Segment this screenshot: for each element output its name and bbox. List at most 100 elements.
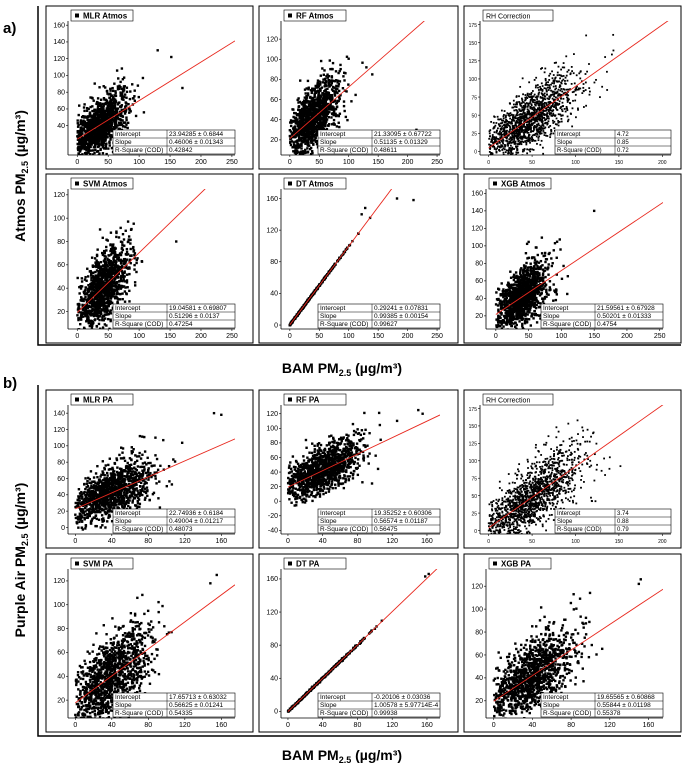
data-point xyxy=(501,144,503,147)
data-point xyxy=(91,264,95,267)
data-point xyxy=(524,130,526,133)
data-point xyxy=(314,140,318,143)
data-point xyxy=(546,108,548,111)
data-point xyxy=(542,93,545,96)
data-point xyxy=(95,259,98,262)
data-point xyxy=(104,109,107,113)
data-point xyxy=(82,140,85,143)
data-point xyxy=(504,151,507,154)
data-point xyxy=(312,100,315,103)
data-point xyxy=(342,100,346,103)
data-point xyxy=(123,112,127,115)
data-point xyxy=(326,112,329,116)
data-point xyxy=(547,81,550,84)
data-point xyxy=(569,72,572,75)
data-point xyxy=(527,134,530,136)
data-point xyxy=(532,101,535,104)
data-point xyxy=(557,65,560,68)
data-point xyxy=(566,99,569,102)
data-point xyxy=(89,299,93,302)
data-point xyxy=(311,119,315,122)
data-point xyxy=(80,135,84,139)
data-point xyxy=(323,85,326,88)
data-point xyxy=(329,83,333,87)
data-point xyxy=(93,318,97,321)
data-point xyxy=(114,100,118,103)
section-a: a) BAM PM2.5 (µg/m³) Atmos PM2.5 (µg/m³) xyxy=(3,6,681,378)
data-point xyxy=(115,280,119,284)
data-point xyxy=(85,149,88,152)
row-a-x-axis-title: BAM PM2.5 (µg/m³) xyxy=(282,360,402,378)
data-point xyxy=(532,116,535,119)
data-point xyxy=(508,102,511,105)
data-point xyxy=(314,107,317,111)
data-point xyxy=(504,144,507,147)
data-point xyxy=(114,120,117,124)
data-point xyxy=(90,120,93,123)
stats-value: 0.48611 xyxy=(374,147,397,154)
data-point xyxy=(546,122,549,125)
data-point xyxy=(89,115,92,118)
data-point xyxy=(112,109,115,112)
data-point xyxy=(530,131,532,133)
data-point xyxy=(325,75,328,78)
data-point xyxy=(564,110,567,113)
data-point xyxy=(565,92,568,95)
data-point xyxy=(526,117,529,120)
data-point xyxy=(323,108,327,112)
data-point xyxy=(534,139,537,142)
data-point xyxy=(322,118,325,122)
data-point xyxy=(507,144,509,147)
data-point xyxy=(124,125,127,129)
stats-label: Slope xyxy=(320,139,337,146)
data-point xyxy=(305,111,309,114)
data-point xyxy=(114,117,117,121)
data-point xyxy=(90,276,93,280)
data-point xyxy=(79,285,82,288)
data-point xyxy=(334,108,337,111)
data-point xyxy=(116,103,120,106)
data-point xyxy=(121,284,124,288)
data-point xyxy=(532,148,535,151)
data-point xyxy=(527,95,530,98)
data-point xyxy=(115,69,119,72)
data-point xyxy=(496,115,499,118)
data-point xyxy=(497,127,499,130)
data-point xyxy=(310,138,313,141)
data-point xyxy=(550,109,553,112)
x-tick-label: 0 xyxy=(75,159,79,166)
data-point xyxy=(584,89,587,91)
data-point xyxy=(553,120,556,123)
y-tick-label: 160 xyxy=(53,22,65,29)
data-point xyxy=(513,143,516,145)
data-point xyxy=(553,127,556,130)
data-point xyxy=(541,103,544,106)
data-point xyxy=(354,93,357,97)
data-point xyxy=(115,282,118,285)
data-point xyxy=(109,253,113,256)
data-point xyxy=(539,143,542,146)
data-point xyxy=(89,319,92,323)
data-point xyxy=(514,116,516,118)
data-point xyxy=(141,76,145,80)
data-point xyxy=(88,288,92,291)
data-point xyxy=(121,260,124,263)
data-point xyxy=(96,112,99,115)
data-point xyxy=(543,92,546,95)
data-point xyxy=(535,135,538,138)
data-point xyxy=(77,113,80,117)
y-tick-label: 80 xyxy=(270,77,278,84)
data-point xyxy=(292,150,295,153)
data-point xyxy=(97,264,101,268)
data-point xyxy=(519,85,522,88)
data-point xyxy=(525,141,528,144)
data-point xyxy=(542,99,544,101)
data-point xyxy=(516,101,518,104)
data-point xyxy=(104,119,107,122)
data-point xyxy=(83,133,87,137)
data-point xyxy=(560,108,563,111)
data-point xyxy=(531,100,534,103)
data-point xyxy=(499,125,501,127)
data-point xyxy=(491,134,494,136)
